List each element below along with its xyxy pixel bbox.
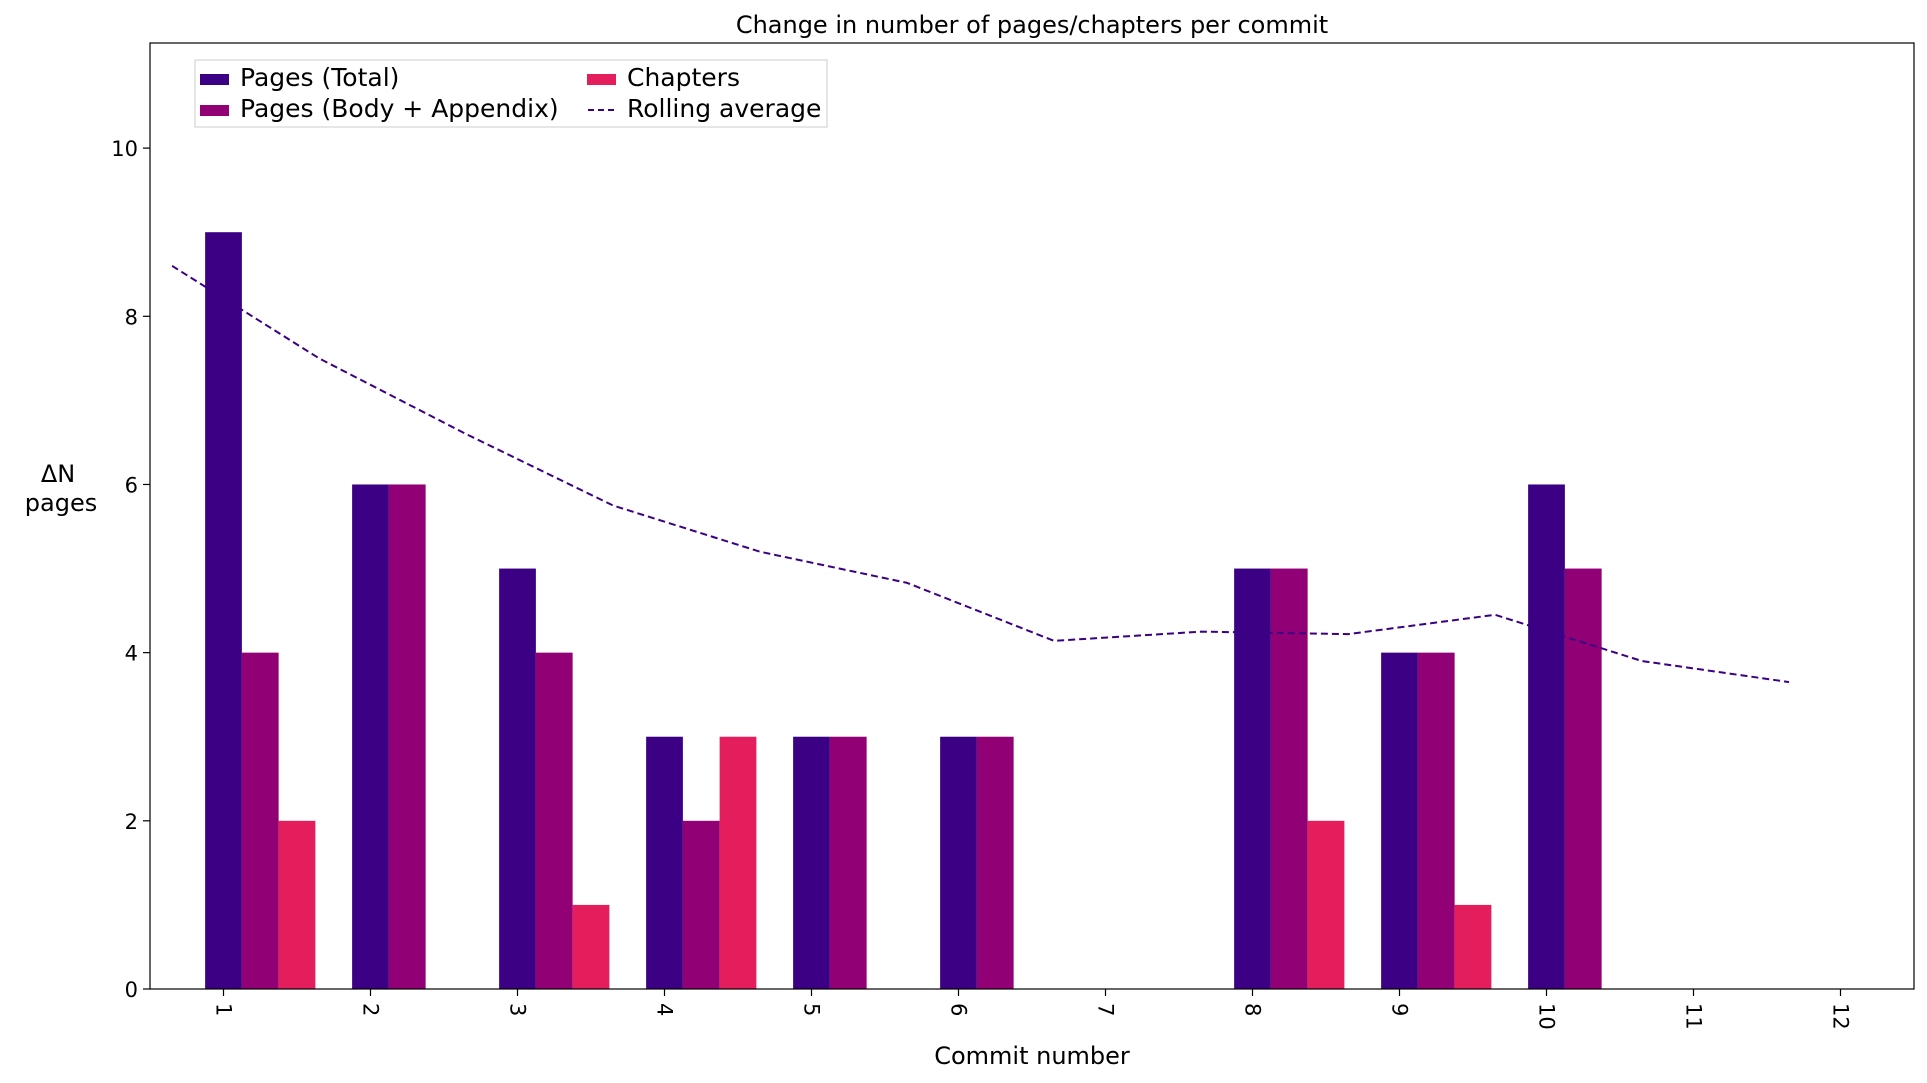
y-tick-label-10: 10 (111, 137, 138, 161)
bar-chapters-commit-4 (719, 736, 757, 989)
bar-chapters-commit-8 (1307, 820, 1345, 989)
bar-pages-total-commit-10 (1528, 484, 1565, 989)
legend-swatch-pages-body-appendix (200, 105, 229, 116)
bar-chapters-commit-3 (572, 904, 610, 989)
x-tick-label-2: 2 (359, 1003, 383, 1016)
x-tick-label-8: 8 (1241, 1003, 1265, 1016)
x-axis: 1 2 3 4 5 6 7 8 9 10 11 12 (212, 989, 1853, 1030)
bar-pages-total-commit-2 (352, 484, 389, 989)
x-tick-label-10: 10 (1535, 1003, 1559, 1030)
bar-chapters-commit-1 (278, 820, 316, 989)
legend: Pages (Total) Pages (Body + Appendix) Ch… (194, 59, 828, 128)
bar-pages-body-appendix-commit-3 (535, 652, 573, 989)
legend-label-chapters: Chapters (627, 63, 740, 92)
rolling-average-layer (171, 264, 1790, 684)
bar-pages-body-appendix-commit-10 (1564, 568, 1602, 989)
bar-pages-total-commit-5 (793, 736, 830, 989)
bar-pages-total-commit-4 (646, 736, 683, 989)
x-tick-label-5: 5 (800, 1003, 824, 1016)
y-tick-label-4: 4 (125, 642, 138, 666)
y-tick-label-0: 0 (125, 978, 138, 1002)
bar-pages-total-commit-8 (1234, 568, 1271, 989)
legend-label-pages-total: Pages (Total) (240, 63, 399, 92)
x-tick-label-11: 11 (1682, 1003, 1706, 1030)
plot-frame (149, 42, 1915, 990)
bar-pages-body-appendix-commit-5 (829, 736, 867, 989)
y-tick-label-6: 6 (125, 473, 138, 497)
legend-label-rolling-average: Rolling average (627, 94, 821, 123)
bar-pages-total-commit-1 (205, 232, 242, 989)
y-axis-label-line1: ΔN (41, 460, 75, 488)
bar-pages-body-appendix-commit-6 (976, 736, 1014, 989)
x-tick-label-1: 1 (212, 1003, 236, 1016)
x-tick-label-9: 9 (1388, 1003, 1412, 1016)
x-axis-label: Commit number (934, 1042, 1130, 1070)
y-tick-label-2: 2 (125, 810, 138, 834)
y-axis: 0 2 4 6 8 10 (111, 137, 150, 1002)
x-tick-label-6: 6 (947, 1003, 971, 1016)
y-axis-label-line2: pages (25, 489, 97, 517)
bar-pages-body-appendix-commit-2 (388, 484, 426, 989)
bar-pages-body-appendix-commit-9 (1417, 652, 1455, 989)
bar-pages-body-appendix-commit-4 (682, 820, 720, 989)
bar-pages-body-appendix-commit-8 (1270, 568, 1308, 989)
bar-pages-body-appendix-commit-1 (241, 652, 279, 989)
x-tick-label-12: 12 (1829, 1003, 1853, 1030)
legend-frame (194, 59, 828, 128)
y-tick-label-8: 8 (125, 305, 138, 329)
bar-chapters-commit-9 (1454, 904, 1492, 989)
bar-pages-total-commit-6 (940, 736, 977, 989)
bar-pages-total-commit-9 (1381, 652, 1418, 989)
x-tick-label-4: 4 (653, 1003, 677, 1016)
x-tick-label-3: 3 (506, 1003, 530, 1016)
x-tick-label-7: 7 (1094, 1003, 1118, 1016)
bars-layer (205, 232, 1602, 989)
bar-pages-total-commit-3 (499, 568, 536, 989)
legend-label-pages-body-appendix: Pages (Body + Appendix) (240, 94, 559, 123)
chart-title: Change in number of pages/chapters per c… (736, 11, 1328, 39)
legend-swatch-pages-total (200, 74, 229, 85)
rolling-average-line (171, 264, 1790, 684)
legend-swatch-chapters (587, 74, 616, 85)
